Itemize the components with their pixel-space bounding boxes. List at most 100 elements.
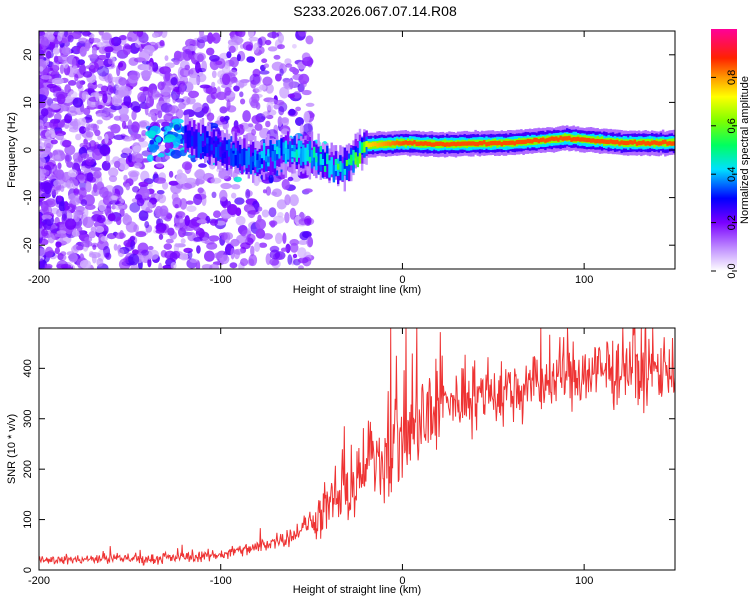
noise-blob <box>179 252 189 261</box>
ridge-cell <box>245 150 248 169</box>
ridge-cell <box>354 152 357 159</box>
ridge-cell <box>195 129 198 147</box>
noise-blob <box>45 50 52 59</box>
noise-blob <box>75 133 82 141</box>
noise-blob <box>109 37 115 46</box>
ridge-cell <box>524 139 527 144</box>
noise-blob <box>172 93 177 104</box>
noise-blob <box>134 153 144 163</box>
noise-blob <box>100 106 110 118</box>
noise-blob <box>231 192 237 199</box>
noise-blob <box>258 242 268 248</box>
noise-blob <box>118 77 127 86</box>
noise-blob <box>91 46 97 56</box>
noise-blob <box>285 63 293 68</box>
noise-blob <box>262 111 270 118</box>
ridge-cell <box>225 146 229 164</box>
noise-blob <box>301 52 311 62</box>
ridge-cell <box>398 141 401 146</box>
ridge-cell <box>620 140 623 145</box>
noise-blob <box>72 97 84 108</box>
noise-blob <box>88 252 101 259</box>
ridge-cell <box>598 139 602 144</box>
noise-blob <box>67 169 78 178</box>
noise-blob <box>200 237 210 244</box>
ridge-cell <box>592 138 595 143</box>
noise-blob <box>124 125 129 130</box>
noise-blob <box>130 101 141 112</box>
colorbar: 0.0 0.2 0.4 0.6 0.8 Normalized spectral ampl… <box>711 29 750 279</box>
noise-blob <box>277 212 284 218</box>
ridge-blob <box>268 174 274 184</box>
noise-blob <box>39 248 46 257</box>
noise-blob <box>57 162 62 170</box>
noise-blob <box>265 39 272 46</box>
noise-blob <box>267 46 278 52</box>
ridge-cell <box>271 145 274 151</box>
noise-blob <box>193 225 201 232</box>
ridge-cell <box>188 131 192 138</box>
ridge-blob <box>155 136 162 143</box>
ridge-cell <box>672 141 675 146</box>
ridge-cell <box>491 140 495 146</box>
noise-blob <box>110 123 121 134</box>
noise-blob <box>224 59 230 70</box>
ridge-cell <box>326 153 329 179</box>
noise-blob <box>85 156 95 166</box>
ridge-blob <box>172 138 181 147</box>
ridge-cell <box>537 139 540 144</box>
noise-blob <box>226 105 237 113</box>
noise-blob <box>141 129 147 137</box>
noise-blob <box>169 105 180 114</box>
ridge-cell <box>456 141 460 146</box>
ridge-cell <box>308 141 312 159</box>
ridge-cell <box>282 142 285 160</box>
noise-blob <box>167 227 175 236</box>
noise-blob <box>229 262 238 269</box>
ridge-cell <box>526 138 530 144</box>
ridge-cell <box>559 135 562 140</box>
noise-blob <box>231 184 241 190</box>
noise-blob <box>177 211 185 217</box>
noise-blob <box>137 96 146 103</box>
ridge-cell <box>513 141 516 146</box>
ridge-cell <box>389 142 392 147</box>
ridge-cell <box>363 141 366 153</box>
noise-blob <box>282 232 287 244</box>
noise-blob <box>201 264 213 269</box>
noise-blob <box>240 258 249 267</box>
noise-blob <box>96 119 103 125</box>
ridge-cell <box>190 135 194 147</box>
ridge-cell <box>343 168 346 175</box>
noise-blob <box>166 212 173 220</box>
noise-blob <box>277 116 283 127</box>
noise-blob <box>134 39 142 48</box>
noise-blob <box>95 225 105 233</box>
snr-line <box>39 328 675 566</box>
ridge-cell <box>299 140 303 147</box>
noise-blob <box>303 111 310 123</box>
noise-blob <box>95 91 100 102</box>
ridge-cell <box>382 141 386 146</box>
noise-blob <box>47 233 55 244</box>
noise-blob <box>85 114 93 120</box>
spectrogram-y-ticks: -20 -10 0 10 20 <box>22 49 675 253</box>
noise-blob <box>240 98 246 105</box>
noise-blob <box>163 113 174 122</box>
noise-blob <box>94 129 101 137</box>
noise-blob <box>253 42 260 54</box>
ridge-cell <box>256 157 259 169</box>
noise-blob <box>148 249 159 260</box>
ridge-cell <box>232 149 235 167</box>
noise-blob <box>302 256 312 267</box>
noise-blob <box>288 108 296 116</box>
colorbar-tick-label: 0.8 <box>726 70 738 85</box>
noise-blob <box>96 41 103 48</box>
noise-blob <box>101 160 111 171</box>
ridge-cell <box>230 152 233 159</box>
ridge-cell <box>474 141 477 147</box>
noise-blob <box>275 73 282 82</box>
noise-blob <box>299 124 304 135</box>
noise-blob <box>73 190 80 196</box>
noise-blob <box>265 253 272 265</box>
